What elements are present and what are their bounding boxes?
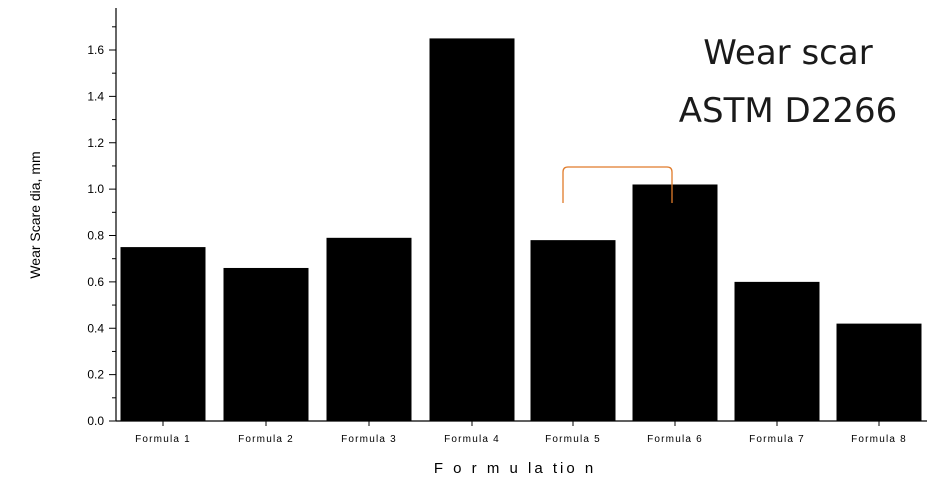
- x-tick-label: Formula 7: [749, 434, 805, 445]
- bars: [120, 38, 922, 421]
- y-tick-label: 1.2: [87, 136, 104, 150]
- bar-2: [223, 267, 309, 421]
- x-tick-label: Formula 3: [341, 434, 397, 445]
- x-tick-label: Formula 5: [545, 434, 601, 445]
- y-tick-label: 0.6: [87, 275, 104, 289]
- bar-3: [326, 237, 412, 421]
- y-tick-label: 1.6: [87, 43, 104, 57]
- x-tick-label: Formula 6: [647, 434, 703, 445]
- bar-1: [120, 247, 206, 421]
- y-tick-label: 0.8: [87, 229, 104, 243]
- y-axis-ticks: 0.0 0.2 0.4 0.6 0.8 1.0 1.2 1.4 1.6: [87, 26, 116, 428]
- x-axis-title: F o r m u la tio n: [434, 460, 596, 477]
- x-tick-label: Formula 8: [851, 434, 907, 445]
- bar-8: [836, 323, 922, 421]
- comparison-bracket: [562, 166, 673, 203]
- annotation-line-1: Wear scar: [703, 33, 872, 73]
- bar-4: [429, 38, 515, 421]
- bar-7: [734, 281, 820, 421]
- annotation-line-2: ASTM D2266: [679, 91, 897, 131]
- x-tick-label: Formula 1: [135, 434, 191, 445]
- y-tick-label: 1.4: [87, 89, 104, 103]
- y-tick-label: 1.0: [87, 182, 104, 196]
- x-axis-tick-labels: Formula 1 Formula 2 Formula 3 Formula 4 Form…: [135, 421, 907, 445]
- x-tick-label: Formula 2: [238, 434, 294, 445]
- bar-5: [530, 240, 616, 421]
- y-tick-label: 0.2: [87, 368, 104, 382]
- y-tick-label: 0.0: [87, 414, 104, 428]
- y-axis-title: Wear Scare dia, mm: [27, 151, 43, 278]
- y-tick-label: 0.4: [87, 321, 104, 335]
- x-tick-label: Formula 4: [444, 434, 500, 445]
- bar-6: [632, 184, 718, 421]
